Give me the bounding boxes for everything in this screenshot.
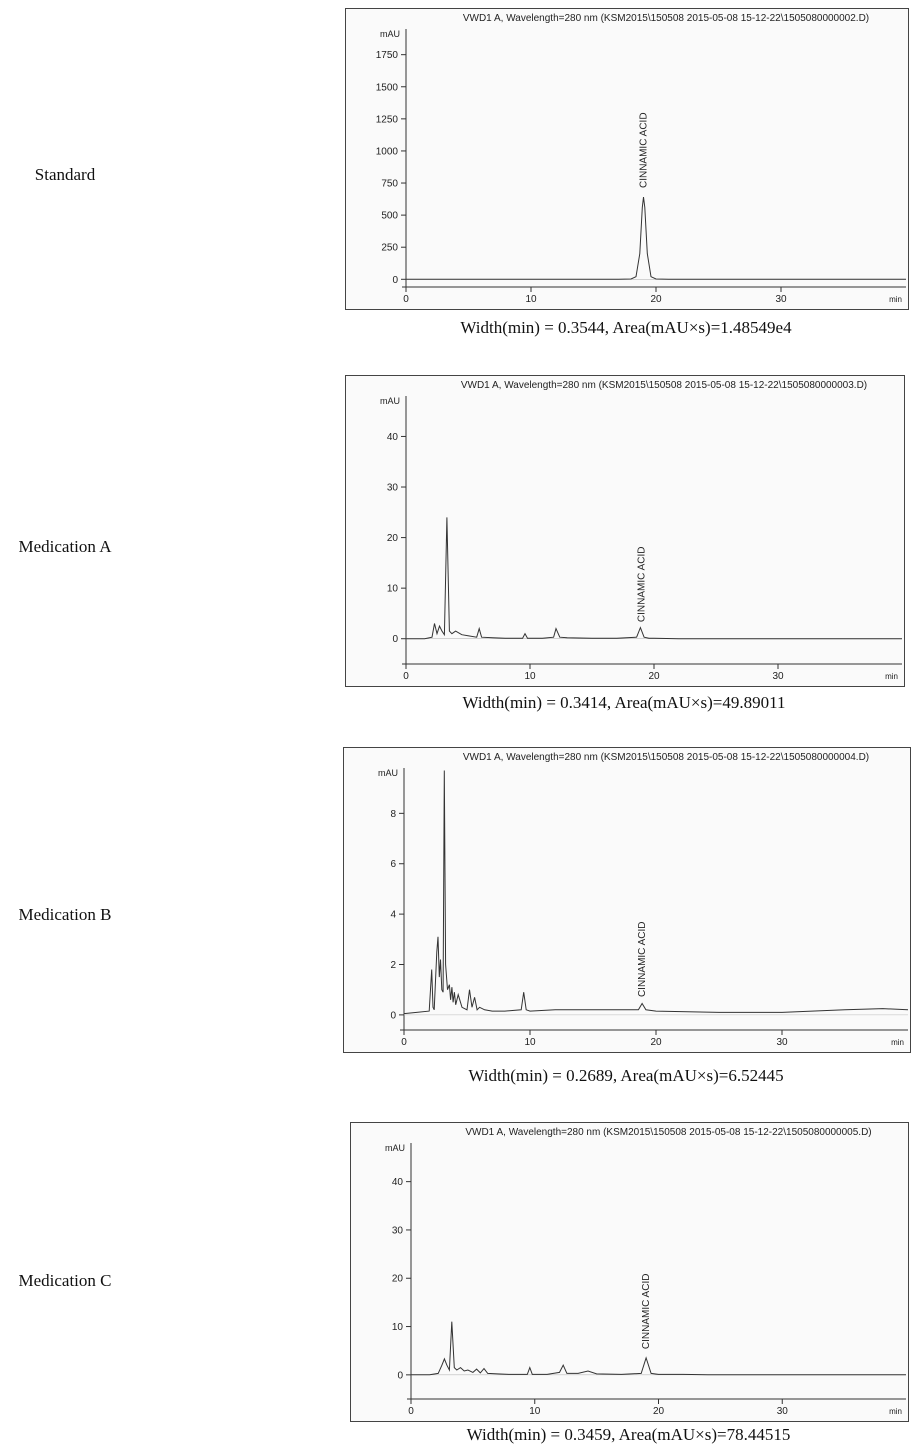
chromatogram-svg: VWD1 A, Wavelength=280 nm (KSM2015\15050… [376,13,906,305]
x-tick-label: 30 [777,1406,789,1417]
chromatogram-svg: VWD1 A, Wavelength=280 nm (KSM2015\15050… [378,752,909,1048]
x-tick-label: 30 [776,1037,788,1048]
y-axis-label: mAU [385,1143,405,1153]
peak-annotation: CINNAMIC ACID [637,921,648,997]
y-tick-label: 750 [381,179,398,190]
x-tick-label: 20 [653,1406,665,1417]
y-tick-label: 1000 [376,146,399,157]
y-tick-label: 10 [392,1322,404,1333]
y-tick-label: 20 [387,533,399,544]
peak-caption: Width(min) = 0.3414, Area(mAU×s)=49.8901… [462,693,786,712]
y-tick-label: 4 [390,910,396,921]
y-tick-label: 1750 [376,50,399,61]
x-axis-label: min [891,1038,904,1047]
y-tick-label: 250 [381,243,398,254]
y-tick-label: 40 [387,432,399,443]
y-tick-label: 6 [390,859,396,870]
y-tick-label: 1500 [376,82,399,93]
y-axis-label: mAU [380,29,400,39]
y-tick-label: 30 [387,483,399,494]
x-tick-label: 30 [772,671,784,682]
x-tick-label: 0 [408,1406,414,1417]
peak-annotation: CINNAMIC ACID [639,112,650,188]
x-tick-label: 10 [524,1037,536,1048]
y-tick-label: 40 [392,1177,404,1188]
x-axis-label: min [889,1407,902,1416]
sample-label: Standard [34,165,96,184]
y-tick-label: 30 [392,1225,404,1236]
x-tick-label: 20 [650,294,662,305]
y-tick-label: 0 [392,634,398,645]
peak-caption: Width(min) = 0.3459, Area(mAU×s)=78.4451… [466,1425,791,1444]
sample-label: Medication B [18,905,112,924]
chart-title: VWD1 A, Wavelength=280 nm (KSM2015\15050… [461,380,867,391]
y-tick-label: 0 [390,1010,396,1021]
peak-annotation: CINNAMIC ACID [637,547,648,623]
x-tick-label: 20 [650,1037,662,1048]
peak-caption: Width(min) = 0.2689, Area(mAU×s)=6.52445 [468,1066,784,1085]
chromatogram-svg: VWD1 A, Wavelength=280 nm (KSM2015\15050… [380,380,902,682]
y-tick-label: 20 [392,1274,404,1285]
chromatogram-medication-c: VWD1 A, Wavelength=280 nm (KSM2015\15050… [350,1122,909,1422]
x-tick-label: 30 [775,294,787,305]
y-tick-label: 0 [392,275,398,286]
peak-caption: Width(min) = 0.3544, Area(mAU×s)=1.48549… [460,318,792,337]
sample-label: Medication A [18,537,112,556]
y-axis-label: mAU [378,768,398,778]
chromatogram-standard: VWD1 A, Wavelength=280 nm (KSM2015\15050… [345,8,909,310]
chart-title: VWD1 A, Wavelength=280 nm (KSM2015\15050… [463,13,869,24]
y-tick-label: 10 [387,584,399,595]
chart-title: VWD1 A, Wavelength=280 nm (KSM2015\15050… [463,752,869,763]
y-tick-label: 2 [390,960,396,971]
chromatogram-svg: VWD1 A, Wavelength=280 nm (KSM2015\15050… [385,1127,906,1417]
x-tick-label: 10 [525,294,537,305]
y-tick-label: 1250 [376,114,399,125]
chromatogram-medication-a: VWD1 A, Wavelength=280 nm (KSM2015\15050… [345,375,905,687]
chromatogram-trace [403,770,909,1015]
x-axis-label: min [889,295,902,304]
x-tick-label: 0 [401,1037,407,1048]
peak-annotation: CINNAMIC ACID [641,1274,652,1350]
x-tick-label: 0 [403,671,409,682]
chromatogram-medication-b: VWD1 A, Wavelength=280 nm (KSM2015\15050… [343,747,911,1053]
chromatogram-trace [406,517,902,640]
chromatogram-trace [411,1321,906,1376]
sample-label: Medication C [18,1271,112,1290]
chart-title: VWD1 A, Wavelength=280 nm (KSM2015\15050… [465,1127,871,1138]
y-tick-label: 8 [390,809,396,820]
x-tick-label: 20 [648,671,660,682]
y-axis-label: mAU [380,396,400,406]
chromatogram-trace [406,197,906,280]
x-tick-label: 10 [524,671,536,682]
x-axis-label: min [885,672,898,681]
y-tick-label: 0 [397,1370,403,1381]
x-tick-label: 10 [529,1406,541,1417]
x-tick-label: 0 [403,294,409,305]
y-tick-label: 500 [381,211,398,222]
